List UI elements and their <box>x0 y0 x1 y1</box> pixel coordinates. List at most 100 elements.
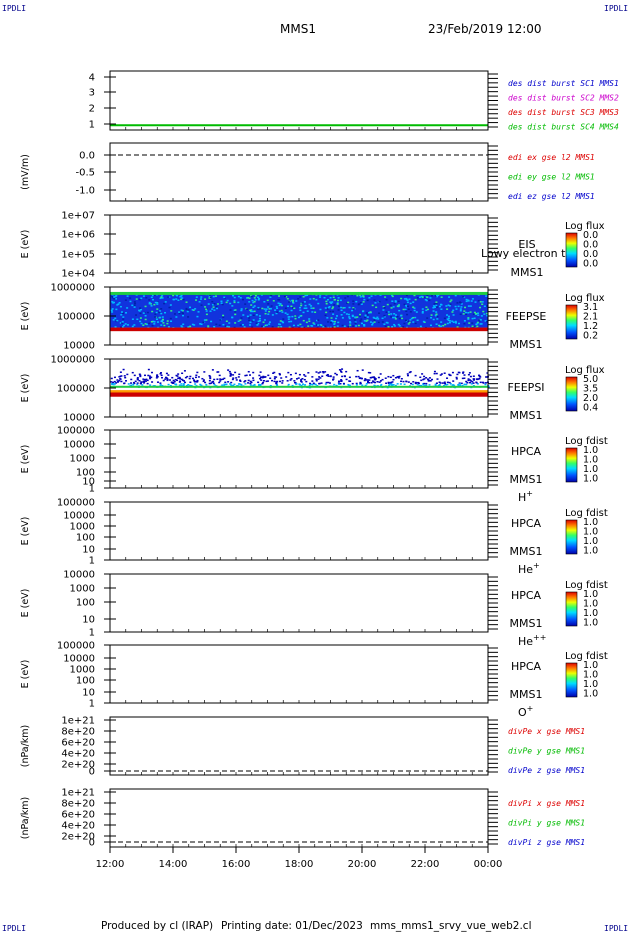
feepsi-flux-speck <box>440 373 443 375</box>
feepse-flux-speck <box>246 308 249 310</box>
feepse-flux-speck <box>404 308 407 311</box>
feepsi-flux-speck <box>278 373 281 376</box>
feepse-flux-speck <box>269 307 272 310</box>
feepsi-flux-speck <box>231 378 234 381</box>
feepse-flux-speck <box>256 324 259 326</box>
feepsi-flux-speck <box>317 372 320 374</box>
feepse-flux-speck <box>161 318 164 321</box>
feepse-flux-speck <box>391 295 394 298</box>
feepsi-flux-speck <box>243 381 246 383</box>
feepse-flux-speck <box>306 310 309 312</box>
colorbar-value: 1.0 <box>583 445 598 456</box>
feepse-flux-speck <box>459 302 462 304</box>
feepsi-flux-speck <box>146 379 149 382</box>
feepsi-flux-speck <box>224 381 227 384</box>
feepsi-flux-speck <box>361 369 364 371</box>
feepsi-flux-speck <box>392 378 395 381</box>
y-tick-label: 10 <box>82 477 95 488</box>
feepsi-flux-speck <box>178 376 181 379</box>
feepsi-flux-speck <box>177 377 180 380</box>
feepse-flux-speck <box>271 326 274 328</box>
feepsi-flux-speck <box>457 383 460 386</box>
feepsi-flux-speck <box>437 384 440 387</box>
feepse-flux-speck <box>340 306 343 309</box>
feepse-flux-speck <box>337 309 340 311</box>
feepse-flux-speck <box>385 298 388 301</box>
feepse-flux-speck <box>129 300 132 303</box>
feepse-flux-speck <box>304 294 307 297</box>
feepsi-flux-speck <box>333 383 336 386</box>
feepsi-flux-speck <box>172 379 175 382</box>
feepse-flux-speck <box>432 305 435 307</box>
feepsi-flux-speck <box>202 380 205 383</box>
feepse-flux-speck <box>181 312 184 314</box>
feepsi-flux-speck <box>361 384 364 387</box>
feepse-flux-speck <box>252 319 255 321</box>
feepsi-flux-speck <box>139 374 142 377</box>
feepse-flux-speck <box>335 317 338 320</box>
feepsi-flux-speck <box>186 375 189 378</box>
feepse-flux-speck <box>336 302 339 304</box>
feepse-flux-speck <box>391 294 394 297</box>
feepsi-flux-speck <box>479 376 482 378</box>
feepse-flux-speck <box>248 317 251 319</box>
feepsi-flux-speck <box>370 381 373 384</box>
feepse-flux-speck <box>381 321 384 323</box>
feepse-flux-speck <box>205 313 208 316</box>
feepsi-flux-speck <box>263 376 266 378</box>
feepse-flux-speck <box>481 303 484 305</box>
y-tick-label: 1 <box>89 556 95 567</box>
spacecraft-label: MMS1 <box>510 617 543 630</box>
feepsi-flux-speck <box>232 377 235 379</box>
feepsi-flux-speck <box>145 378 148 381</box>
feepsi-flux-speck <box>150 371 153 374</box>
feepse-flux-speck <box>467 300 470 302</box>
feepse-flux-speck <box>319 296 322 298</box>
feepse-flux-speck <box>233 296 236 299</box>
feepse-flux-speck <box>435 311 438 313</box>
feepsi-flux-speck <box>295 378 298 380</box>
feepsi-flux-speck <box>342 382 345 385</box>
feepsi-flux-speck <box>123 375 126 377</box>
feepsi-flux-speck <box>445 384 448 386</box>
feepsi-flux-speck <box>421 373 424 375</box>
feepsi-flux-speck <box>414 374 417 377</box>
feepse-flux-speck <box>312 297 315 300</box>
feepse-flux-speck <box>305 307 308 309</box>
feepsi-flux-speck <box>470 383 473 385</box>
feepse-flux-speck <box>467 326 470 329</box>
feepsi-flux-speck <box>113 383 116 385</box>
feepse-flux-speck <box>276 311 279 313</box>
feepse-flux-speck <box>246 315 249 318</box>
feepse-flux-speck <box>310 305 313 307</box>
feepse-flux-speck <box>252 301 255 304</box>
feepsi-flux-speck <box>405 380 408 383</box>
feepsi-flux-speck <box>150 376 153 379</box>
feepse-flux-speck <box>198 301 201 303</box>
feepse-flux-speck <box>420 295 423 298</box>
feepsi-flux-speck <box>217 371 220 373</box>
feepsi-flux-speck <box>275 376 278 378</box>
colorbar-value: 1.0 <box>583 464 598 475</box>
colorbar-value: 1.0 <box>583 589 598 600</box>
feepse-flux-speck <box>389 304 392 307</box>
feepse-flux-speck <box>154 316 157 318</box>
feepsi-flux-speck <box>387 384 390 387</box>
feepse-flux-speck <box>170 310 173 312</box>
feepsi-flux-speck <box>138 379 141 382</box>
feepse-flux-speck <box>121 321 124 323</box>
feepsi-flux-speck <box>335 373 338 376</box>
feepse-flux-speck <box>251 320 254 322</box>
feepse-flux-speck <box>211 304 214 306</box>
colorbar <box>565 232 578 268</box>
feepsi-flux-speck <box>160 374 163 377</box>
feepse-flux-speck <box>312 322 315 324</box>
feepse-flux-speck <box>231 316 234 319</box>
feepse-flux-speck <box>187 316 190 318</box>
feepsi-flux-speck <box>460 382 463 385</box>
feepse-flux-speck <box>287 318 290 320</box>
feepse-flux-speck <box>262 325 265 328</box>
feepse-flux-speck <box>222 314 225 317</box>
panel-3: 1e+07 1e+06 1e+05 1e+04 E (eV) EIS MMS1 Lowy el… <box>20 211 605 280</box>
feepse-flux-speck <box>407 320 410 322</box>
